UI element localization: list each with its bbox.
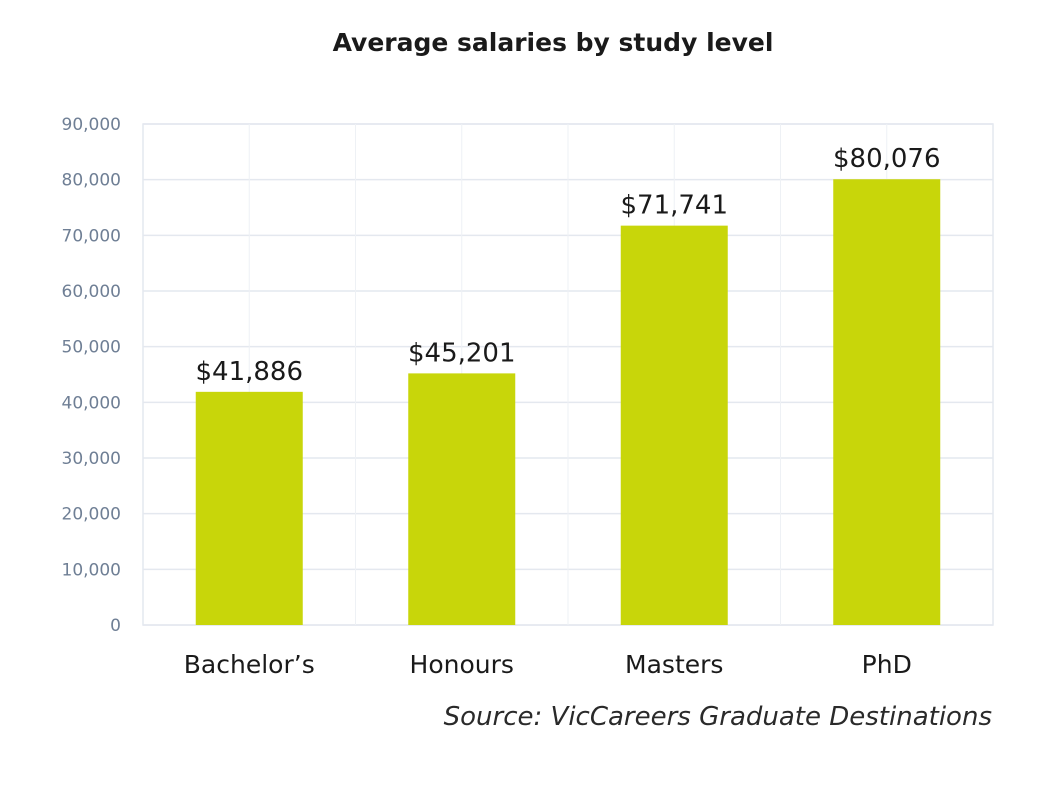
y-tick-label: 20,000 [62,505,121,525]
bar-value-labels: $41,886 $45,201 $71,741 $80,076 [195,144,940,387]
y-tick-label: 80,000 [62,171,121,191]
bar-value-label: $80,076 [833,144,941,174]
x-tick-label: PhD [862,650,912,679]
y-tick-label: 90,000 [62,115,121,135]
chart-title: Average salaries by study level [332,28,774,57]
chart-source-note: Source: VicCareers Graduate Destinations [443,702,992,732]
bar [195,391,303,625]
bar-value-label: $45,201 [408,338,516,368]
x-tick-label: Honours [410,650,514,679]
bars [195,179,941,626]
y-tick-label: 10,000 [62,560,121,580]
bar [833,179,941,626]
y-tick-label: 70,000 [62,226,121,246]
bar-value-label: $41,886 [195,357,303,387]
y-tick-label: 50,000 [62,338,121,358]
y-tick-label: 30,000 [62,449,121,469]
bar-value-label: $71,741 [620,191,728,221]
bar [408,373,516,625]
y-tick-label: 60,000 [62,282,121,302]
y-axis-tick-labels: 0 10,000 20,000 30,000 40,000 50,000 60,000 70,… [62,115,121,636]
x-axis-tick-labels: Bachelor’s Honours Masters PhD [184,650,912,679]
y-tick-label: 0 [110,616,121,636]
y-tick-label: 40,000 [62,393,121,413]
bar [620,225,728,625]
x-tick-label: Masters [625,650,723,679]
x-tick-label: Bachelor’s [184,650,315,679]
